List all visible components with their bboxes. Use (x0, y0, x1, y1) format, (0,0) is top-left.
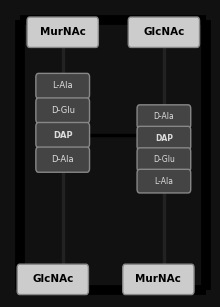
FancyBboxPatch shape (128, 17, 200, 47)
FancyBboxPatch shape (36, 73, 90, 99)
Text: D-Glu: D-Glu (51, 106, 75, 115)
Text: D-Ala: D-Ala (154, 112, 174, 121)
Text: L-Ala: L-Ala (52, 81, 73, 91)
Text: GlcNAc: GlcNAc (32, 274, 73, 284)
Text: D-Glu: D-Glu (153, 155, 175, 164)
Text: DAP: DAP (53, 130, 73, 140)
FancyBboxPatch shape (36, 122, 90, 148)
Text: MurNAc: MurNAc (40, 27, 86, 37)
FancyBboxPatch shape (137, 169, 191, 193)
FancyBboxPatch shape (137, 105, 191, 128)
FancyBboxPatch shape (123, 264, 194, 295)
Text: L-Ala: L-Ala (154, 177, 173, 186)
FancyBboxPatch shape (36, 147, 90, 172)
FancyBboxPatch shape (36, 98, 90, 123)
Text: MurNAc: MurNAc (136, 274, 181, 284)
FancyBboxPatch shape (27, 17, 98, 47)
FancyBboxPatch shape (137, 148, 191, 171)
Text: GlcNAc: GlcNAc (143, 27, 185, 37)
FancyBboxPatch shape (137, 126, 191, 150)
Text: D-Ala: D-Ala (51, 155, 74, 164)
Text: DAP: DAP (155, 134, 173, 143)
FancyBboxPatch shape (17, 264, 88, 295)
